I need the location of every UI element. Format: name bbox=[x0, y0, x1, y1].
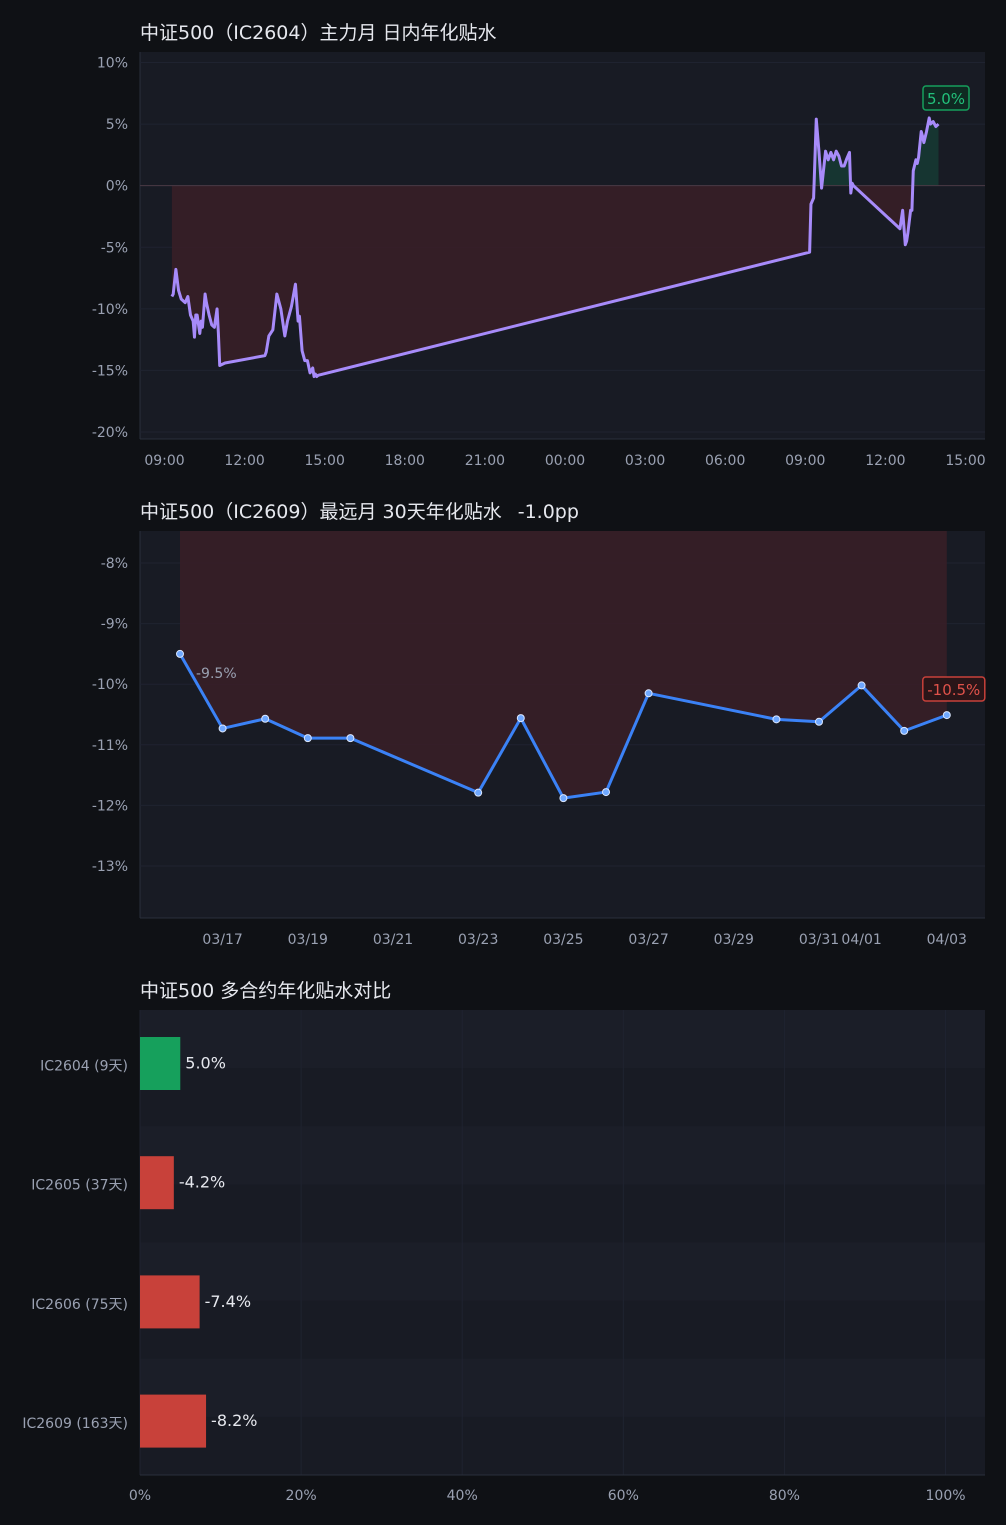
chart3-x-tick-label: 0% bbox=[129, 1488, 151, 1504]
chart2-y-tick-label: -10% bbox=[92, 677, 128, 693]
chart3-category-label: IC2606 (75天) bbox=[31, 1297, 128, 1313]
chart1-positive-area bbox=[814, 117, 939, 186]
chart2-data-point bbox=[815, 717, 823, 726]
chart2-data-point bbox=[559, 794, 568, 803]
chart2-data-point bbox=[900, 726, 909, 735]
chart2-x-tick-label: 03/29 bbox=[714, 932, 754, 948]
chart3-bar-value-label: -7.4% bbox=[205, 1292, 251, 1311]
chart3-title: 中证500 多合约年化贴水对比 bbox=[140, 980, 392, 1002]
chart1-x-tick-label: 09:00 bbox=[144, 453, 184, 469]
chart1-title: 中证500（IC2604）主力月 日内年化贴水 bbox=[140, 22, 497, 44]
chart3-category-label: IC2605 (37天) bbox=[31, 1178, 128, 1194]
chart2-first-value-label: -9.5% bbox=[196, 666, 237, 682]
chart2-x-tick-label: 03/27 bbox=[628, 932, 668, 948]
chart2-x-tick-label: 03/23 bbox=[458, 932, 498, 948]
chart1-x-tick-label: 15:00 bbox=[305, 453, 345, 469]
chart3-bar bbox=[140, 1156, 174, 1210]
chart2-x-tick-label: 03/17 bbox=[202, 932, 242, 948]
chart2-data-point bbox=[346, 734, 355, 743]
chart3-x-tick-label: 100% bbox=[926, 1488, 966, 1504]
chart2-title: 中证500（IC2609）最远月 30天年化贴水 -1.0pp bbox=[140, 497, 579, 524]
chart3-band-stripe bbox=[140, 1242, 985, 1301]
chart2-data-point bbox=[644, 689, 653, 698]
chart2-data-point bbox=[942, 711, 951, 720]
chart1-x-tick-label: 15:00 bbox=[945, 453, 985, 469]
chart1-y-tick-label: 10% bbox=[97, 56, 128, 72]
chart1-x-tick-label: 18:00 bbox=[385, 453, 425, 469]
chart3-bar bbox=[140, 1275, 200, 1329]
chart2-negative-area bbox=[180, 531, 947, 799]
chart1-y-tick-label: 5% bbox=[106, 117, 128, 133]
chart1-y-tick-label: -20% bbox=[92, 425, 128, 441]
chart3-x-tick-label: 80% bbox=[769, 1488, 800, 1504]
chart1-y-tick-label: 0% bbox=[106, 179, 128, 195]
chart3-bar bbox=[140, 1394, 207, 1448]
chart2-y-tick-label: -11% bbox=[92, 738, 128, 754]
chart1-y-tick-label: -5% bbox=[101, 240, 128, 256]
chart2-change: -1.0pp bbox=[517, 501, 579, 523]
chart3-band-stripe bbox=[140, 1126, 985, 1185]
chart2-x-tick-label: 03/21 bbox=[373, 932, 413, 948]
chart3-bar bbox=[140, 1037, 181, 1090]
chart2-data-point bbox=[474, 788, 483, 797]
chart1-series-line bbox=[170, 116, 940, 379]
chart3-category-label: IC2604 (9天) bbox=[40, 1059, 128, 1075]
chart3-band-stripe bbox=[140, 1010, 985, 1069]
chart2-data-point bbox=[516, 714, 525, 723]
chart3-band-stripe bbox=[140, 1358, 985, 1417]
chart2-data-point bbox=[176, 649, 184, 658]
chart1-x-tick-label: 06:00 bbox=[705, 453, 745, 469]
chart2-x-tick-label: 04/03 bbox=[927, 932, 967, 948]
chart2-x-tick-label: 03/19 bbox=[288, 932, 328, 948]
chart3-x-tick-label: 40% bbox=[447, 1488, 478, 1504]
chart3-category-label: IC2609 (163天) bbox=[22, 1416, 128, 1432]
chart2-data-point bbox=[303, 734, 312, 743]
chart2-title-text: 中证500（IC2609）最远月 30天年化贴水 bbox=[140, 501, 502, 523]
chart2-data-point bbox=[772, 715, 781, 724]
chart3-x-tick-label: 60% bbox=[608, 1488, 639, 1504]
chart3-bar-value-label: -8.2% bbox=[211, 1411, 257, 1430]
chart1-x-tick-label: 09:00 bbox=[785, 453, 825, 469]
chart2-y-tick-label: -12% bbox=[92, 798, 128, 814]
chart1-y-tick-label: -15% bbox=[92, 363, 128, 379]
chart1-x-tick-label: 00:00 bbox=[545, 453, 585, 469]
chart2-data-point bbox=[218, 724, 227, 733]
chart2-last-value-box bbox=[922, 676, 986, 702]
chart2-x-tick-label: 04/01 bbox=[841, 932, 881, 948]
chart1-x-tick-label: 12:00 bbox=[224, 453, 264, 469]
chart2-y-tick-label: -13% bbox=[92, 859, 128, 875]
chart3-x-tick-label: 20% bbox=[286, 1488, 317, 1504]
chart1-y-tick-label: -10% bbox=[92, 302, 128, 318]
chart1-x-tick-label: 03:00 bbox=[625, 453, 665, 469]
chart1-x-tick-label: 21:00 bbox=[465, 453, 505, 469]
chart2-y-tick-label: -8% bbox=[101, 556, 128, 572]
chart3-bar-value-label: -4.2% bbox=[179, 1173, 225, 1192]
chart3-bar-value-label: 5.0% bbox=[185, 1054, 226, 1073]
chart2-x-tick-label: 03/25 bbox=[543, 932, 583, 948]
chart1-last-value-box bbox=[922, 85, 970, 111]
chart2-x-tick-label: 03/31 bbox=[799, 932, 839, 948]
chart1-last-value-label: 5.0% bbox=[927, 90, 965, 108]
chart2-last-value-label: -10.5% bbox=[927, 681, 980, 699]
chart2-data-point bbox=[261, 714, 270, 723]
chart1-negative-area bbox=[171, 185, 913, 377]
chart2-data-point bbox=[857, 681, 866, 690]
chart2-y-tick-label: -9% bbox=[101, 617, 128, 633]
chart2-data-point bbox=[602, 788, 610, 797]
chart1-x-tick-label: 12:00 bbox=[865, 453, 905, 469]
